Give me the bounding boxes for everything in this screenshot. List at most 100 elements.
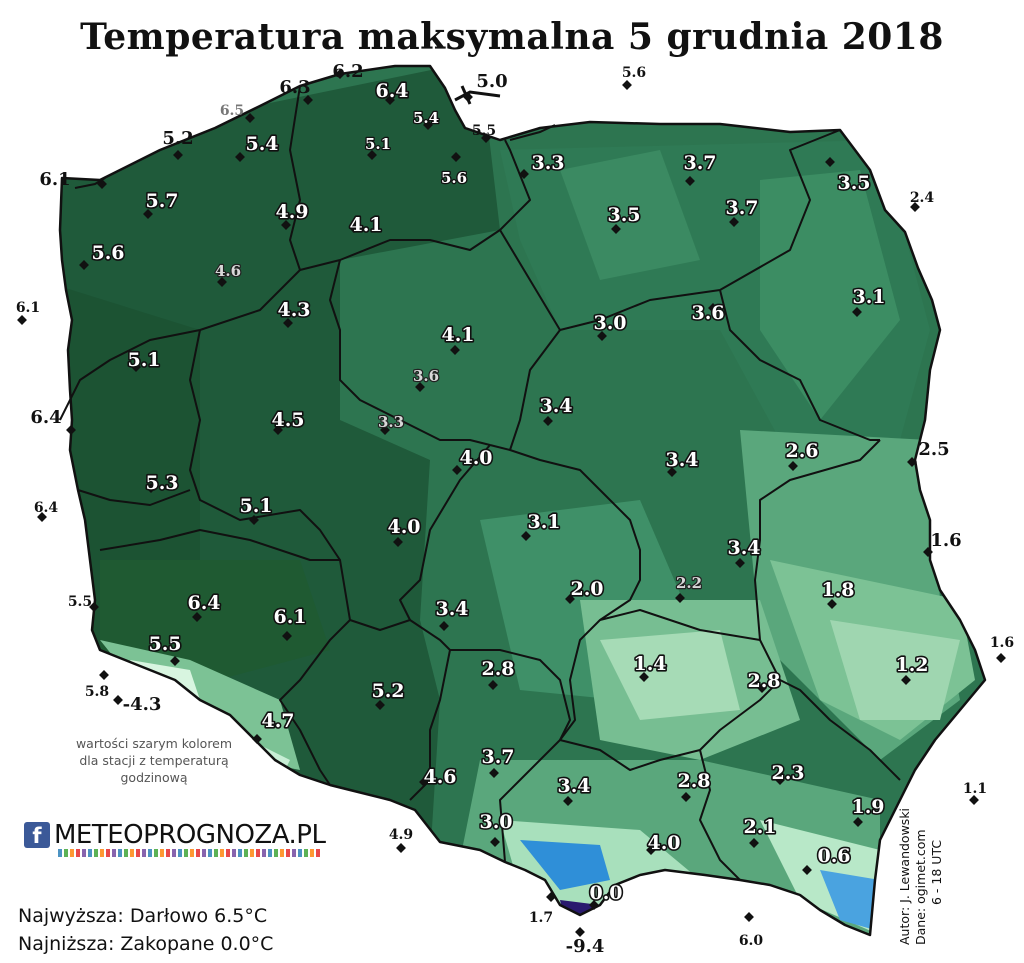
station: 3.3 (377, 412, 405, 435)
station-marker (281, 220, 291, 230)
station-temperature: 3.6 (691, 302, 724, 324)
station-temperature: 4.0 (387, 516, 420, 538)
station-marker (597, 331, 607, 341)
station-temperature: 6.4 (30, 407, 61, 428)
station-temperature: 4.7 (261, 710, 294, 732)
station-marker (192, 612, 202, 622)
station: 3.4 (664, 447, 700, 477)
station-marker (367, 150, 377, 160)
station-marker (685, 176, 695, 186)
station-marker (675, 593, 685, 603)
station-temperature: 4.6 (215, 262, 241, 280)
station-temperature: 3.3 (531, 152, 564, 174)
station-marker (249, 515, 259, 525)
station: 3.3 (519, 150, 566, 179)
station: 5.7 (143, 188, 180, 219)
station-temperature: -4.3 (123, 694, 162, 715)
station-marker (744, 912, 754, 922)
station-temperature: 1.2 (895, 654, 928, 676)
logo-color-bar (58, 849, 320, 857)
station-temperature: 1.6 (930, 530, 961, 551)
station-temperature: 0.0 (589, 882, 622, 904)
station-marker (451, 152, 461, 162)
station-marker (611, 224, 621, 234)
station-marker (852, 307, 862, 317)
station-temperature: 6.1 (39, 169, 70, 190)
station: 1.6 (990, 635, 1014, 663)
station: 2.8 (480, 656, 516, 690)
station: 2.8 (676, 768, 712, 802)
station-temperature: 4.9 (389, 827, 413, 843)
station-marker (375, 700, 385, 710)
meteoprognoza-logo[interactable]: f METEOPROGNOZA.PL (24, 818, 326, 852)
station-marker (488, 680, 498, 690)
station: 5.5 (68, 594, 99, 612)
station: 3.7 (724, 195, 760, 227)
station: 2.4 (910, 190, 934, 212)
facebook-icon[interactable]: f (24, 822, 50, 848)
station: 5.5 (147, 631, 183, 666)
station-temperature: 1.1 (963, 781, 987, 797)
station: 3.4 (726, 535, 762, 568)
station: 3.5 (606, 202, 642, 234)
station: 6.1 (16, 300, 40, 325)
station-marker (519, 169, 529, 179)
station-marker (217, 277, 227, 287)
station-temperature: 3.0 (479, 811, 512, 833)
hel-peninsula (454, 90, 501, 102)
station-marker (667, 467, 677, 477)
station: 1.7 (529, 892, 556, 926)
station-temperature: 2.0 (570, 578, 603, 600)
station: 4.9 (274, 199, 310, 230)
station-temperature: 6.4 (375, 80, 408, 102)
station-marker (396, 843, 406, 853)
logo-text[interactable]: METEOPROGNOZA.PL (54, 820, 326, 850)
station-temperature: 5.4 (413, 109, 439, 127)
station: 4.5 (270, 407, 306, 435)
station-marker (490, 837, 500, 847)
station: 5.6 (622, 65, 646, 90)
station: 5.3 (144, 470, 180, 495)
station-marker (735, 558, 745, 568)
station-temperature: 3.3 (378, 413, 404, 431)
station-marker (996, 653, 1006, 663)
station-marker (17, 315, 27, 325)
station: 2.6 (784, 438, 820, 471)
station: 2.0 (565, 576, 605, 604)
station-marker (749, 838, 759, 848)
station: 6.4 (374, 78, 410, 105)
station: 5.1 (238, 493, 274, 525)
station: 4.0 (386, 514, 422, 547)
station-marker (729, 217, 739, 227)
station-marker (146, 483, 156, 493)
station: 3.1 (851, 284, 887, 317)
station: 1.1 (963, 781, 987, 805)
station-marker (565, 594, 575, 604)
station: -4.3 (113, 694, 161, 715)
station: 5.2 (162, 128, 194, 160)
extremes-summary: Najwyższa: Darłowo 6.5°C Najniższa: Zako… (18, 902, 273, 958)
station: 6.4 (30, 407, 76, 435)
station-marker (450, 345, 460, 355)
station-marker (170, 656, 180, 666)
station: 1.2 (894, 652, 930, 685)
station-marker (89, 602, 99, 612)
station-temperature: 5.1 (239, 495, 272, 517)
station-marker (380, 425, 390, 435)
station-temperature: 5.5 (148, 633, 181, 655)
station-temperature: 3.5 (607, 204, 640, 226)
station: 3.6 (690, 300, 726, 325)
station: 1.4 (632, 651, 668, 682)
station-temperature: 5.6 (622, 65, 646, 81)
credits-source: Dane: ogimet.com (913, 829, 928, 945)
station-temperature: 5.4 (245, 133, 278, 155)
station-temperature: 5.2 (162, 128, 193, 149)
station: -9.4 (566, 927, 604, 957)
station-marker (99, 670, 109, 680)
station-marker (827, 599, 837, 609)
station-temperature: 3.4 (557, 775, 590, 797)
station-marker (575, 927, 585, 937)
station-temperature: 5.6 (91, 242, 124, 264)
station-temperature: 3.7 (725, 197, 758, 219)
